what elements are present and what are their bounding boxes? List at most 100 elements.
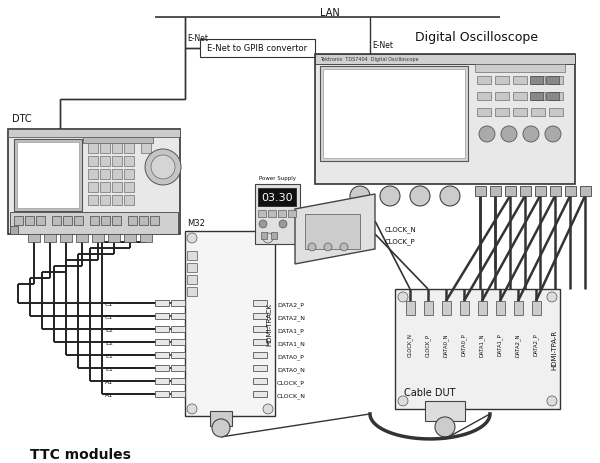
FancyBboxPatch shape	[155, 352, 169, 358]
FancyBboxPatch shape	[253, 339, 267, 345]
Circle shape	[545, 127, 561, 143]
FancyBboxPatch shape	[101, 217, 110, 225]
FancyBboxPatch shape	[74, 217, 83, 225]
FancyBboxPatch shape	[100, 182, 110, 193]
Text: DATA0_P: DATA0_P	[277, 353, 304, 359]
FancyBboxPatch shape	[258, 188, 296, 206]
FancyBboxPatch shape	[100, 144, 110, 154]
FancyBboxPatch shape	[112, 169, 122, 180]
FancyBboxPatch shape	[261, 232, 267, 239]
Text: DATA0_N: DATA0_N	[277, 366, 305, 372]
FancyBboxPatch shape	[8, 130, 180, 138]
Text: E-Net to GPIB convertor: E-Net to GPIB convertor	[208, 44, 308, 53]
FancyBboxPatch shape	[171, 378, 185, 384]
Text: E-Net: E-Net	[372, 41, 393, 50]
FancyBboxPatch shape	[155, 326, 169, 332]
FancyBboxPatch shape	[88, 144, 98, 154]
FancyBboxPatch shape	[36, 217, 45, 225]
FancyBboxPatch shape	[88, 195, 98, 206]
FancyBboxPatch shape	[460, 301, 469, 315]
FancyBboxPatch shape	[513, 77, 527, 85]
FancyBboxPatch shape	[124, 182, 134, 193]
FancyBboxPatch shape	[210, 411, 232, 426]
FancyBboxPatch shape	[155, 378, 169, 384]
FancyBboxPatch shape	[255, 185, 300, 244]
Text: E1: E1	[105, 354, 113, 359]
FancyBboxPatch shape	[258, 211, 266, 218]
FancyBboxPatch shape	[278, 211, 286, 218]
FancyBboxPatch shape	[28, 234, 40, 243]
FancyBboxPatch shape	[495, 77, 509, 85]
FancyBboxPatch shape	[268, 211, 276, 218]
FancyBboxPatch shape	[128, 217, 137, 225]
FancyBboxPatch shape	[52, 217, 61, 225]
FancyBboxPatch shape	[475, 65, 565, 73]
FancyBboxPatch shape	[253, 326, 267, 332]
FancyBboxPatch shape	[63, 217, 72, 225]
FancyBboxPatch shape	[171, 365, 185, 371]
FancyBboxPatch shape	[478, 301, 487, 315]
Circle shape	[151, 156, 175, 180]
FancyBboxPatch shape	[171, 339, 185, 345]
FancyBboxPatch shape	[124, 195, 134, 206]
Circle shape	[435, 417, 455, 437]
FancyBboxPatch shape	[505, 187, 516, 197]
FancyBboxPatch shape	[406, 301, 415, 315]
FancyBboxPatch shape	[10, 226, 18, 234]
FancyBboxPatch shape	[549, 109, 563, 117]
FancyBboxPatch shape	[8, 130, 180, 234]
FancyBboxPatch shape	[112, 144, 122, 154]
FancyBboxPatch shape	[155, 391, 169, 397]
FancyBboxPatch shape	[546, 77, 559, 85]
FancyBboxPatch shape	[514, 301, 523, 315]
Circle shape	[308, 244, 316, 251]
Text: E2: E2	[105, 341, 113, 346]
FancyBboxPatch shape	[495, 93, 509, 101]
FancyBboxPatch shape	[531, 77, 545, 85]
Text: CLOCK_P: CLOCK_P	[385, 238, 416, 245]
Circle shape	[145, 150, 181, 186]
Circle shape	[340, 244, 348, 251]
Text: DATA2_N: DATA2_N	[515, 332, 521, 356]
FancyBboxPatch shape	[477, 109, 491, 117]
FancyBboxPatch shape	[187, 275, 197, 284]
Text: DATA1_P: DATA1_P	[277, 327, 304, 333]
FancyBboxPatch shape	[253, 365, 267, 371]
FancyBboxPatch shape	[315, 55, 575, 65]
FancyBboxPatch shape	[565, 187, 576, 197]
FancyBboxPatch shape	[425, 401, 465, 421]
FancyBboxPatch shape	[271, 232, 277, 239]
Text: Tektronix  TDS7404  Digital Oscilloscope: Tektronix TDS7404 Digital Oscilloscope	[320, 57, 418, 63]
FancyBboxPatch shape	[490, 187, 501, 197]
FancyBboxPatch shape	[549, 93, 563, 101]
FancyBboxPatch shape	[320, 67, 468, 162]
FancyBboxPatch shape	[200, 40, 315, 58]
FancyBboxPatch shape	[155, 313, 169, 319]
Circle shape	[547, 292, 557, 302]
Circle shape	[263, 233, 273, 244]
Text: C1: C1	[105, 302, 113, 307]
FancyBboxPatch shape	[475, 187, 486, 197]
FancyBboxPatch shape	[187, 263, 197, 272]
FancyBboxPatch shape	[124, 156, 134, 167]
FancyBboxPatch shape	[88, 156, 98, 167]
FancyBboxPatch shape	[530, 77, 543, 85]
Circle shape	[479, 127, 495, 143]
Text: Cable DUT: Cable DUT	[404, 387, 456, 397]
Circle shape	[212, 419, 230, 437]
Text: DATA1_N: DATA1_N	[277, 340, 305, 346]
FancyBboxPatch shape	[10, 213, 178, 234]
Circle shape	[501, 127, 517, 143]
Circle shape	[187, 233, 197, 244]
FancyBboxPatch shape	[92, 234, 104, 243]
Text: DATA2_P: DATA2_P	[277, 301, 304, 307]
FancyBboxPatch shape	[496, 301, 505, 315]
FancyBboxPatch shape	[171, 352, 185, 358]
FancyBboxPatch shape	[155, 300, 169, 307]
FancyBboxPatch shape	[477, 93, 491, 101]
FancyBboxPatch shape	[124, 169, 134, 180]
Text: E1: E1	[105, 367, 113, 372]
Text: E-Net: E-Net	[187, 34, 208, 43]
FancyBboxPatch shape	[424, 301, 433, 315]
FancyBboxPatch shape	[531, 93, 545, 101]
